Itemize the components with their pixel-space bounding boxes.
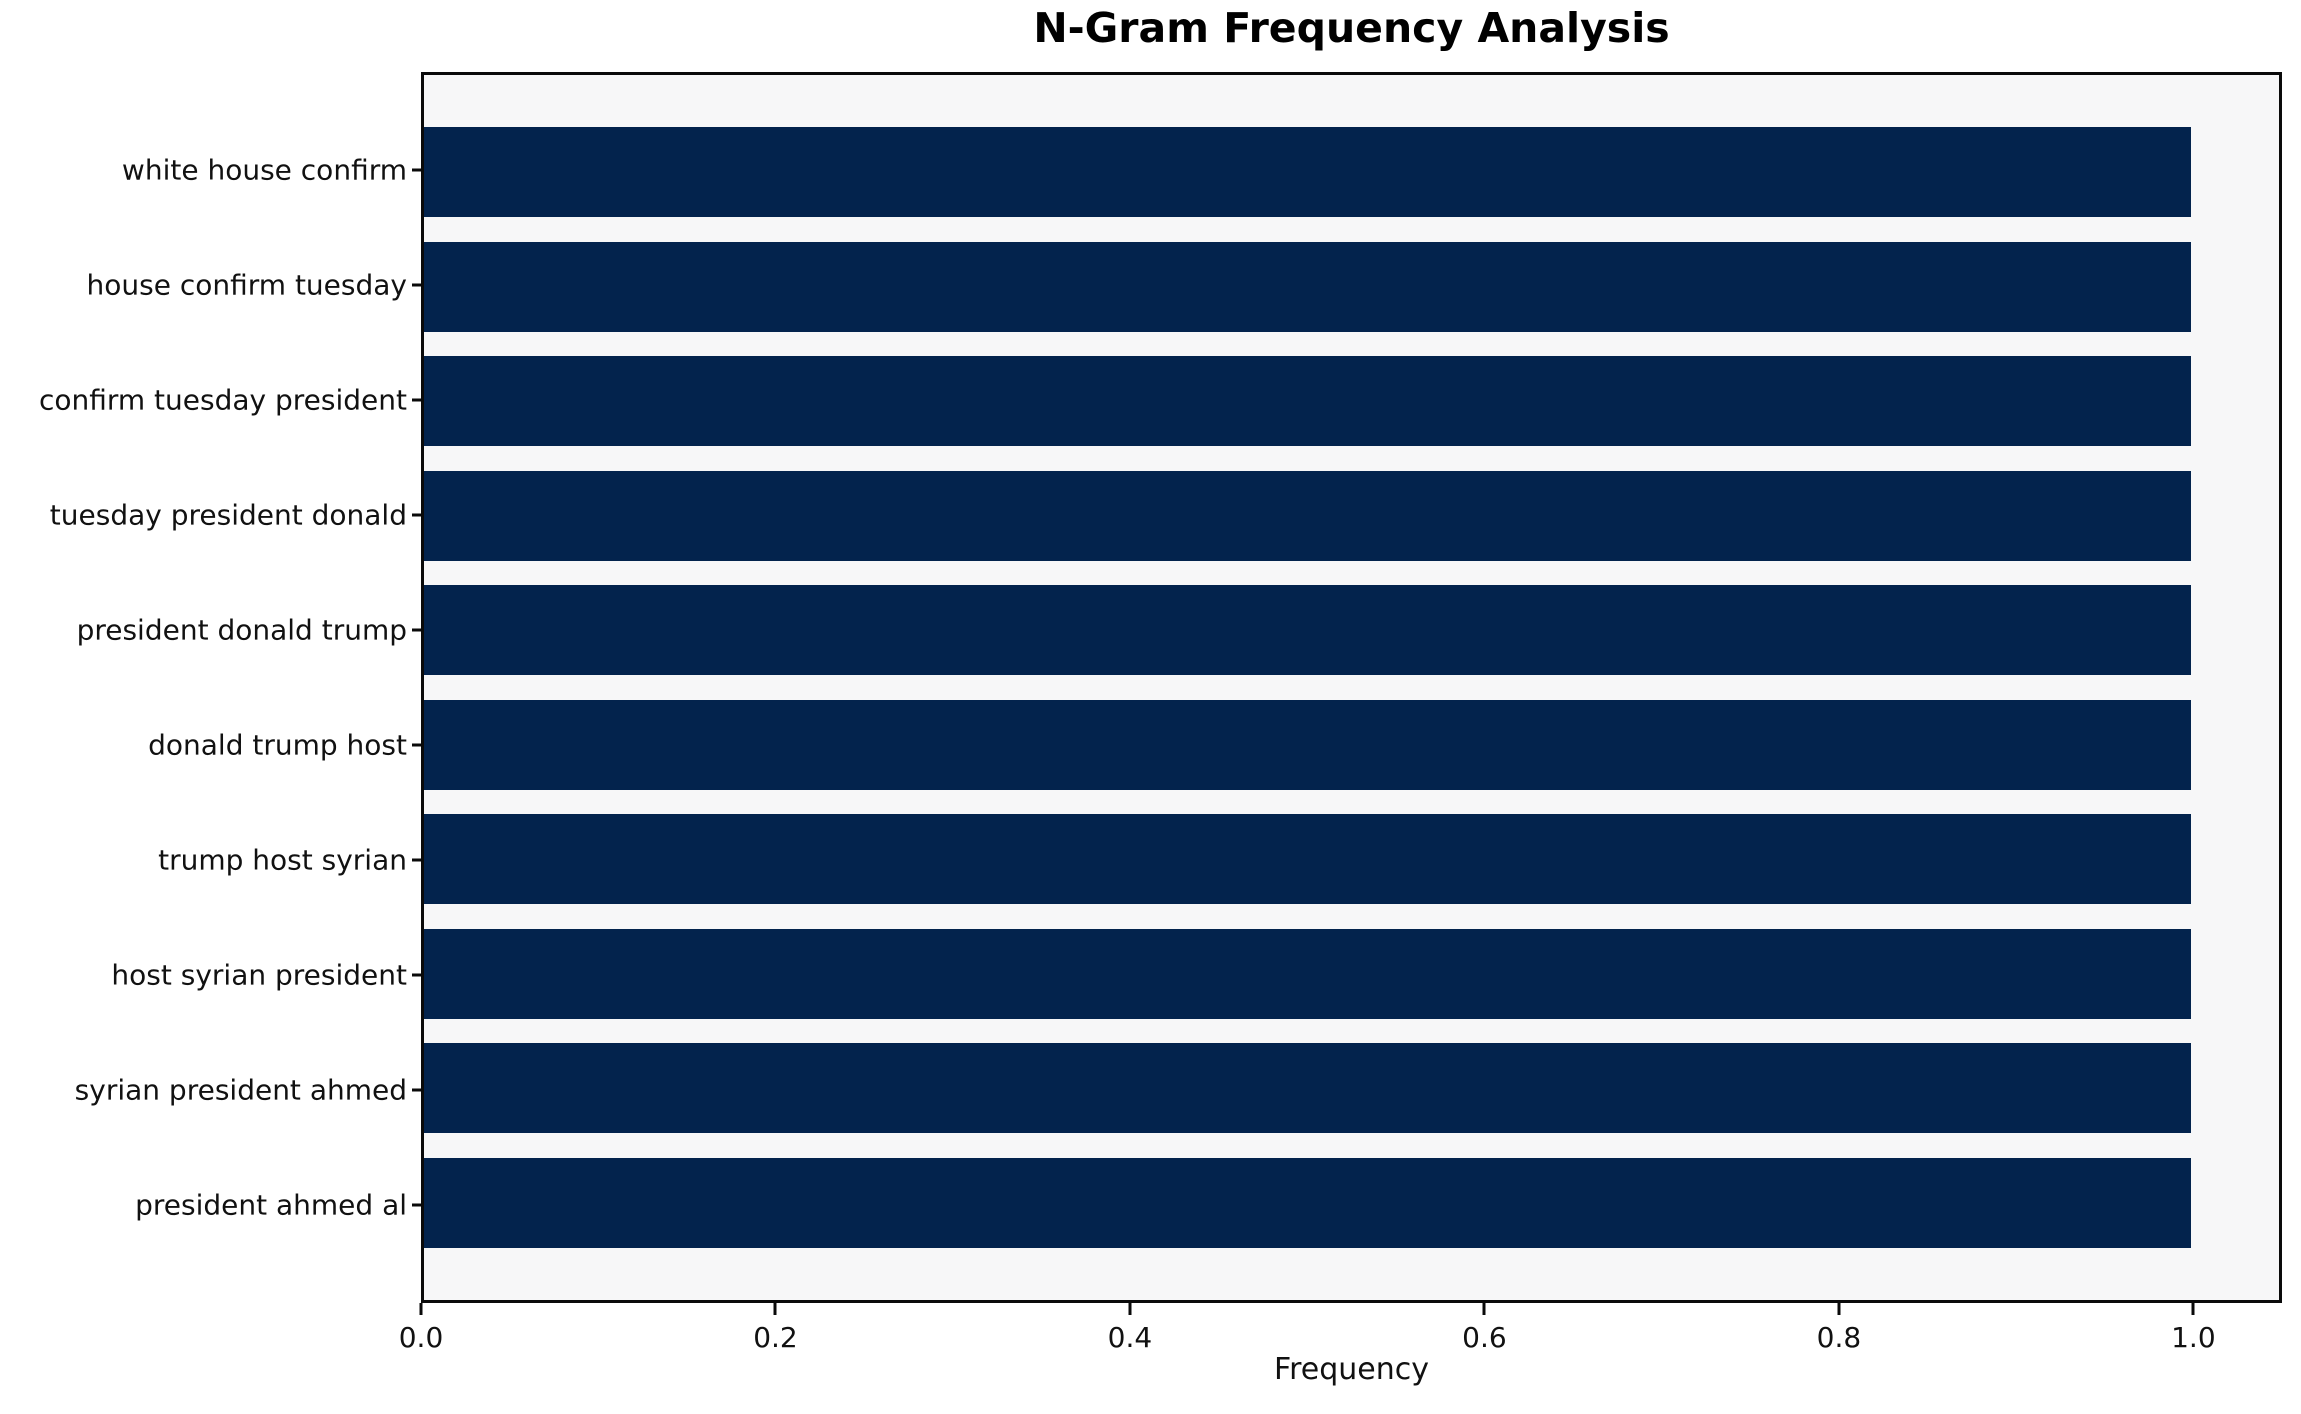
bar <box>424 127 2191 218</box>
y-tick-label: president ahmed al <box>135 1188 407 1222</box>
bar-row <box>424 688 2279 803</box>
bar-row <box>424 573 2279 688</box>
bar-row <box>424 1031 2279 1146</box>
bar <box>424 585 2191 676</box>
bars-container <box>424 75 2279 1300</box>
bar <box>424 356 2191 447</box>
bar-row <box>424 917 2279 1032</box>
x-tick-label: 0.4 <box>1107 1321 1153 1354</box>
y-tick-label: host syrian president <box>111 958 407 992</box>
bar-row <box>424 802 2279 917</box>
x-tick-label: 0.2 <box>753 1321 798 1354</box>
bar-row <box>424 115 2279 230</box>
y-tick-label: white house confirm <box>121 153 407 187</box>
y-tick-mark <box>412 1088 421 1092</box>
x-tick-label: 0.8 <box>1816 1321 1862 1354</box>
bar-row <box>424 230 2279 345</box>
y-tick-mark <box>412 398 421 402</box>
y-tick-label: president donald trump <box>76 613 407 647</box>
x-tick-mark <box>1128 1303 1132 1315</box>
y-tick-label: donald trump host <box>148 728 407 762</box>
x-tick-mark <box>1837 1303 1841 1315</box>
x-tick-mark <box>1482 1303 1486 1315</box>
y-tick-mark <box>412 743 421 747</box>
y-tick-mark <box>412 1203 421 1207</box>
x-tick-label: 0.0 <box>398 1321 444 1354</box>
bar-row <box>424 1146 2279 1261</box>
bar <box>424 1043 2191 1134</box>
plot-area <box>421 72 2282 1303</box>
bar <box>424 699 2191 790</box>
y-tick-mark <box>412 168 421 172</box>
bar-row <box>424 344 2279 459</box>
bar <box>424 1157 2191 1248</box>
chart-title: N-Gram Frequency Analysis <box>1033 4 1670 52</box>
y-tick-label: house confirm tuesday <box>86 268 407 302</box>
y-tick-label: tuesday president donald <box>49 498 407 532</box>
y-tick-label: confirm tuesday president <box>38 383 407 417</box>
x-tick-mark <box>773 1303 777 1315</box>
y-tick-mark <box>412 858 421 862</box>
y-tick-mark <box>412 513 421 517</box>
bar <box>424 241 2191 332</box>
x-axis-title: Frequency <box>1274 1352 1429 1387</box>
y-tick-mark <box>412 973 421 977</box>
x-tick-mark <box>2191 1303 2195 1315</box>
bar <box>424 928 2191 1019</box>
x-tick-label: 0.6 <box>1462 1321 1507 1354</box>
bar-row <box>424 459 2279 574</box>
y-tick-label: syrian president ahmed <box>74 1073 407 1107</box>
y-tick-mark <box>412 628 421 632</box>
bar <box>424 814 2191 905</box>
bar <box>424 470 2191 561</box>
y-tick-mark <box>412 283 421 287</box>
y-tick-label: trump host syrian <box>158 843 407 877</box>
x-tick-mark <box>419 1303 423 1315</box>
x-tick-label: 1.0 <box>2171 1321 2216 1354</box>
